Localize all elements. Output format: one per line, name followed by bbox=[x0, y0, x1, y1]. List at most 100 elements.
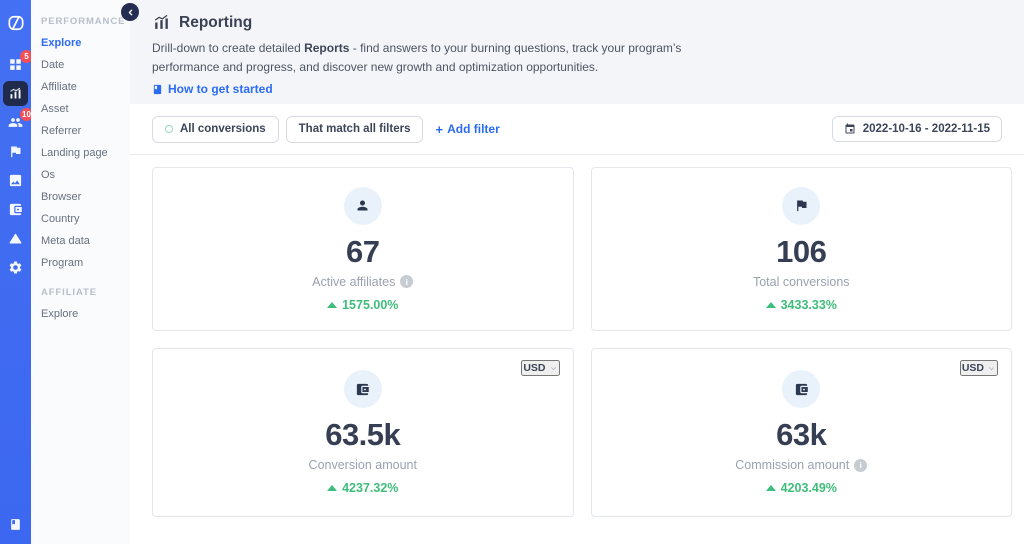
sidebar-item-os[interactable]: Os bbox=[41, 169, 56, 181]
description-bold: Reports bbox=[304, 41, 350, 55]
section-title: AFFILIATE bbox=[41, 287, 97, 298]
metric-label-text: Conversion amount bbox=[308, 458, 417, 472]
currency-label: USD bbox=[961, 362, 984, 374]
rail-item-affiliates[interactable]: 10 bbox=[0, 108, 33, 137]
page-header: Reporting Drill-down to create detailed … bbox=[121, 0, 1024, 104]
sidebar-collapse-button[interactable] bbox=[121, 3, 139, 21]
change-percentage: 3433.33% bbox=[780, 297, 837, 312]
metric-label: Conversion amount bbox=[309, 458, 417, 472]
rail-nav: 5 10 bbox=[0, 50, 33, 282]
people-icon bbox=[8, 118, 23, 127]
person-icon bbox=[343, 186, 382, 225]
reporting-icon bbox=[154, 14, 168, 29]
help-link-label: How to get started bbox=[168, 82, 273, 97]
metric-change: 4203.49% bbox=[765, 481, 837, 495]
secondary-sidebar: PERFORMANCE Explore Date Affiliate Asset… bbox=[31, 0, 130, 544]
sidebar-item-meta-data[interactable]: Meta data bbox=[41, 235, 90, 247]
sidebar-item-explore[interactable]: Explore bbox=[41, 37, 82, 49]
metric-value: 63k bbox=[776, 417, 827, 452]
wallet-icon bbox=[9, 203, 22, 216]
sidebar-item-landing-page[interactable]: Landing page bbox=[41, 147, 108, 159]
sidebar-item-affiliate[interactable]: Affiliate bbox=[41, 81, 77, 93]
currency-selector[interactable]: USD bbox=[521, 360, 560, 376]
chevron-down-icon bbox=[550, 366, 556, 370]
triangle-icon bbox=[9, 233, 22, 244]
notification-badge: 5 bbox=[20, 50, 33, 63]
page-description: Drill-down to create detailed Reports - … bbox=[152, 39, 752, 77]
metric-label-text: Total conversions bbox=[752, 274, 850, 289]
sidebar-section-affiliate: AFFILIATE Explore bbox=[41, 287, 130, 320]
docs-book-icon[interactable] bbox=[9, 518, 22, 534]
stat-cards-grid: 67 Active affiliates i 1575.00% 106 Tota… bbox=[152, 167, 1012, 517]
tapfiliate-logo[interactable] bbox=[6, 13, 26, 38]
metric-label: Total conversions bbox=[753, 275, 850, 289]
date-range-label: 2022-10-16 - 2022-11-15 bbox=[862, 123, 990, 135]
change-percentage: 4203.49% bbox=[780, 481, 837, 495]
metric-label-text: Active affiliates bbox=[312, 274, 396, 289]
book-icon bbox=[153, 84, 162, 94]
metric-change: 4237.32% bbox=[327, 481, 398, 495]
how-to-get-started-link[interactable]: How to get started bbox=[152, 82, 273, 96]
match-all-filters-button[interactable]: That match all filters bbox=[285, 115, 424, 143]
metric-value: 67 bbox=[346, 233, 380, 269]
sidebar-item-browser[interactable]: Browser bbox=[41, 191, 82, 203]
image-icon bbox=[9, 174, 22, 187]
metric-value: 106 bbox=[776, 233, 827, 269]
currency-selector[interactable]: USD bbox=[959, 360, 998, 376]
rail-item-reporting-active[interactable] bbox=[0, 79, 31, 108]
plus-icon: + bbox=[435, 121, 444, 137]
sidebar-item-program[interactable]: Program bbox=[41, 257, 84, 269]
metric-label-text: Commission amount bbox=[735, 458, 850, 472]
sidebar-section-performance: PERFORMANCE Explore Date Affiliate Asset… bbox=[41, 16, 130, 269]
increase-icon bbox=[765, 301, 776, 308]
flag-icon bbox=[11, 146, 21, 158]
date-range-picker[interactable]: 2022-10-16 - 2022-11-15 bbox=[831, 116, 1002, 142]
grid-icon bbox=[10, 59, 21, 70]
change-percentage: 1575.00% bbox=[342, 297, 399, 312]
active-tile bbox=[3, 81, 28, 106]
increase-icon bbox=[327, 485, 338, 491]
info-icon[interactable]: i bbox=[400, 275, 414, 288]
metric-change: 1575.00% bbox=[327, 298, 398, 312]
increase-icon bbox=[327, 301, 338, 308]
add-filter-button[interactable]: + Add filter bbox=[435, 122, 499, 137]
sidebar-item-country[interactable]: Country bbox=[41, 213, 80, 225]
sidebar-item-asset[interactable]: Asset bbox=[41, 103, 69, 115]
currency-label: USD bbox=[523, 362, 546, 374]
rail-item-dashboard[interactable]: 5 bbox=[0, 50, 33, 79]
description-text: - find answers to your burning questions… bbox=[152, 41, 682, 75]
metric-label: Commission amount i bbox=[735, 458, 868, 472]
section-title: PERFORMANCE bbox=[41, 16, 126, 27]
conversion-status-icon bbox=[165, 125, 173, 133]
wallet-icon bbox=[782, 370, 821, 408]
sidebar-item-date[interactable]: Date bbox=[41, 59, 65, 71]
rail-item-assets[interactable] bbox=[0, 166, 31, 195]
rail-item-conversions[interactable] bbox=[0, 137, 31, 166]
card-active-affiliates: 67 Active affiliates i 1575.00% bbox=[152, 167, 574, 331]
info-icon[interactable]: i bbox=[854, 458, 868, 472]
bar-chart-icon bbox=[10, 87, 21, 99]
card-commission-amount: USD 63k Commission amount i 4203.49% bbox=[590, 348, 1012, 517]
wallet-icon bbox=[343, 370, 382, 408]
increase-icon bbox=[765, 485, 776, 491]
all-conversions-label: All conversions bbox=[180, 123, 266, 135]
change-percentage: 4237.32% bbox=[342, 481, 399, 495]
sidebar-item-referrer[interactable]: Referrer bbox=[41, 125, 82, 137]
flag-icon bbox=[782, 186, 821, 225]
icon-rail: 5 10 bbox=[0, 0, 33, 544]
metric-label: Active affiliates i bbox=[312, 274, 414, 289]
rail-item-settings[interactable] bbox=[0, 253, 31, 282]
card-total-conversions: 106 Total conversions 3433.33% bbox=[590, 167, 1012, 331]
description-text: Drill-down to create detailed bbox=[152, 41, 305, 55]
notification-badge: 10 bbox=[20, 108, 33, 121]
sidebar-item-affiliate-explore[interactable]: Explore bbox=[41, 308, 79, 320]
rail-item-payouts[interactable] bbox=[0, 195, 31, 224]
filter-bar: All conversions That match all filters +… bbox=[130, 104, 1024, 155]
card-conversion-amount: USD 63.5k Conversion amount 4237.32% bbox=[152, 348, 574, 517]
metric-value: 63.5k bbox=[325, 417, 401, 452]
gear-icon bbox=[9, 261, 22, 274]
add-filter-label: Add filter bbox=[447, 122, 500, 136]
all-conversions-button[interactable]: All conversions bbox=[152, 115, 279, 143]
rail-item-funnel[interactable] bbox=[0, 224, 31, 253]
